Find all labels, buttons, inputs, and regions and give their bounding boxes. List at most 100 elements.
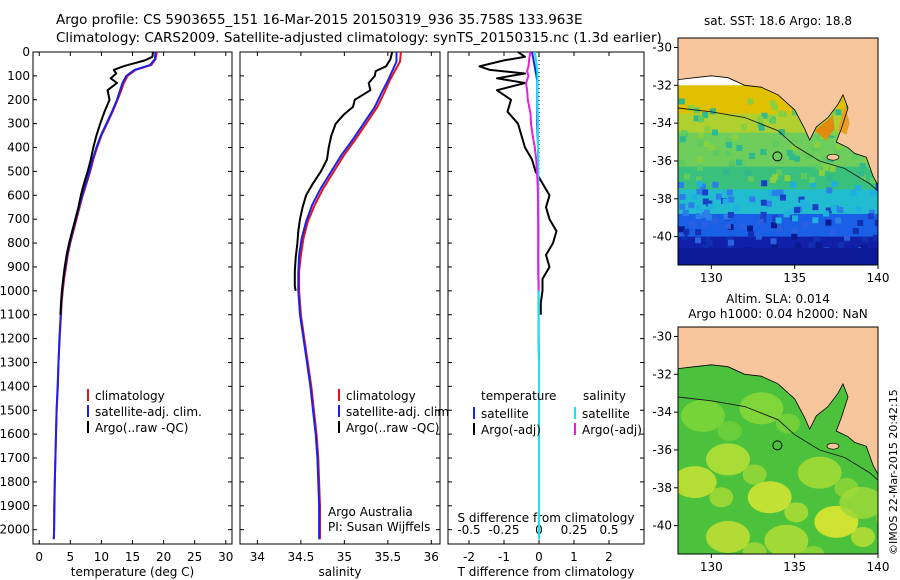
annotation-line2: PI: Susan Wijffels (328, 520, 430, 534)
sst-pixel (681, 233, 688, 240)
difference-xtick-label: 2 (605, 550, 613, 564)
sla-anomaly-blob (678, 466, 717, 499)
temperature-xtick-label: 10 (94, 550, 109, 564)
sst-pixel (722, 198, 729, 205)
sla-anomaly-blob (851, 526, 875, 547)
sst-pixel (858, 170, 865, 177)
sst-pixel (734, 264, 741, 265)
sst-pixel (727, 239, 734, 246)
sst-pixel (831, 181, 838, 188)
sst-pixel (691, 193, 698, 200)
sst-pixel (867, 213, 874, 220)
sst-pixel (695, 204, 702, 211)
sst-pixel (712, 129, 719, 136)
sst-pixel (770, 117, 777, 124)
annotation-line1: Argo Australia (328, 505, 413, 519)
sst-pixel (872, 234, 878, 241)
sst-pixel (825, 207, 832, 214)
difference-xtick-label: 0 (535, 550, 543, 564)
sst-pixel (776, 225, 783, 232)
sst-pixel (783, 211, 790, 218)
sst-pixel (726, 189, 733, 196)
sst-pixel (830, 229, 837, 236)
sst-pixel (859, 162, 866, 169)
profile-location-marker (772, 440, 783, 451)
legend-label: satellite-adj. clim. (346, 405, 453, 419)
sst-pixel (713, 150, 720, 157)
sla-anomaly-blob (784, 502, 809, 523)
sst-pixel (696, 176, 703, 183)
sst-pixel (683, 173, 690, 180)
sst-pixel (875, 183, 878, 190)
sst-map-ytick-label: -36 (652, 154, 672, 168)
sla-anomaly-blob (764, 524, 809, 554)
difference-xtick-label: -2 (463, 550, 475, 564)
sst-pixel (708, 144, 715, 151)
sst-pixel (723, 213, 730, 220)
sla-map-xtick-label: 130 (700, 560, 723, 574)
sst-pixel (707, 203, 714, 210)
legend-label: satellite (481, 407, 529, 421)
depth-tick-label: 1100 (0, 308, 30, 322)
sst-pixel (748, 152, 755, 159)
depth-tick-label: 1900 (0, 499, 30, 513)
sst-pixel (857, 219, 864, 226)
sla-anomaly-blob (706, 520, 750, 553)
depth-tick-label: 1500 (0, 403, 30, 417)
figure-title-line1: Argo profile: CS 5903655_151 16-Mar-2015… (56, 12, 583, 28)
sst-pixel (702, 198, 709, 205)
depth-tick-label: 200 (7, 93, 30, 107)
sst-pixel (697, 156, 704, 163)
sst-pixel (702, 111, 709, 118)
sst-map-ytick-label: -38 (652, 192, 672, 206)
sst-pixel (758, 124, 765, 131)
sla-map-frame (677, 326, 879, 555)
difference-series-temperature-argo-adj- (478, 51, 558, 315)
sst-pixel (693, 115, 700, 122)
sst-map-ytick-label: -34 (652, 116, 672, 130)
legend-label: Argo(..raw -QC) (95, 421, 188, 435)
sst-pixel (747, 176, 754, 183)
sst-pixel (695, 213, 702, 220)
sst-pixel (699, 183, 706, 190)
sla-anomaly-blob (797, 456, 842, 489)
sst-map-ytick-label: -30 (652, 40, 672, 54)
sst-pixel (749, 196, 756, 203)
temperature-frame (32, 51, 233, 545)
sst-pixel (761, 180, 768, 187)
profile-location-marker (772, 151, 783, 162)
sla-map-ytick-label: -38 (652, 481, 672, 495)
legend-label: Argo(-adj) (582, 423, 642, 437)
sst-pixel (760, 199, 767, 206)
sst-pixel (805, 153, 812, 160)
sst-pixel (867, 264, 874, 265)
sst-pixel (706, 214, 713, 221)
sla-anomaly-blob (739, 392, 784, 425)
salinity-xlabel: salinity (318, 565, 361, 579)
difference-series-salinity-argo-adj- (525, 51, 540, 291)
sla-anomaly-blob (706, 443, 750, 476)
sst-pixel (835, 109, 842, 116)
credit-stamp: ©IMOS 22-Mar-2015 20:42:15 (887, 389, 900, 555)
sst-pixel (724, 223, 731, 230)
sst-pixel (696, 188, 703, 195)
sst-pixel (739, 223, 746, 230)
sst-pixel (850, 189, 857, 196)
sst-pixel (770, 222, 777, 229)
sla-anomaly-blob (717, 421, 742, 442)
sla-map-ytick-label: -36 (652, 443, 672, 457)
sst-pixel (829, 165, 836, 172)
sst-pixel (727, 244, 734, 251)
sst-pixel (822, 164, 829, 171)
sst-pixel (732, 134, 739, 141)
sla-anomaly-blob (742, 464, 767, 485)
sst-map-title: sat. SST: 18.6 Argo: 18.8 (704, 14, 852, 28)
sst-pixel (771, 104, 778, 111)
temperature-xtick-label: 0 (35, 550, 43, 564)
sst-pixel (723, 168, 730, 175)
sst-pixel (780, 110, 787, 117)
salinity-xtick-label: 36 (424, 550, 439, 564)
salinity-xtick-label: 35 (337, 550, 352, 564)
sst-pixel (869, 177, 876, 184)
